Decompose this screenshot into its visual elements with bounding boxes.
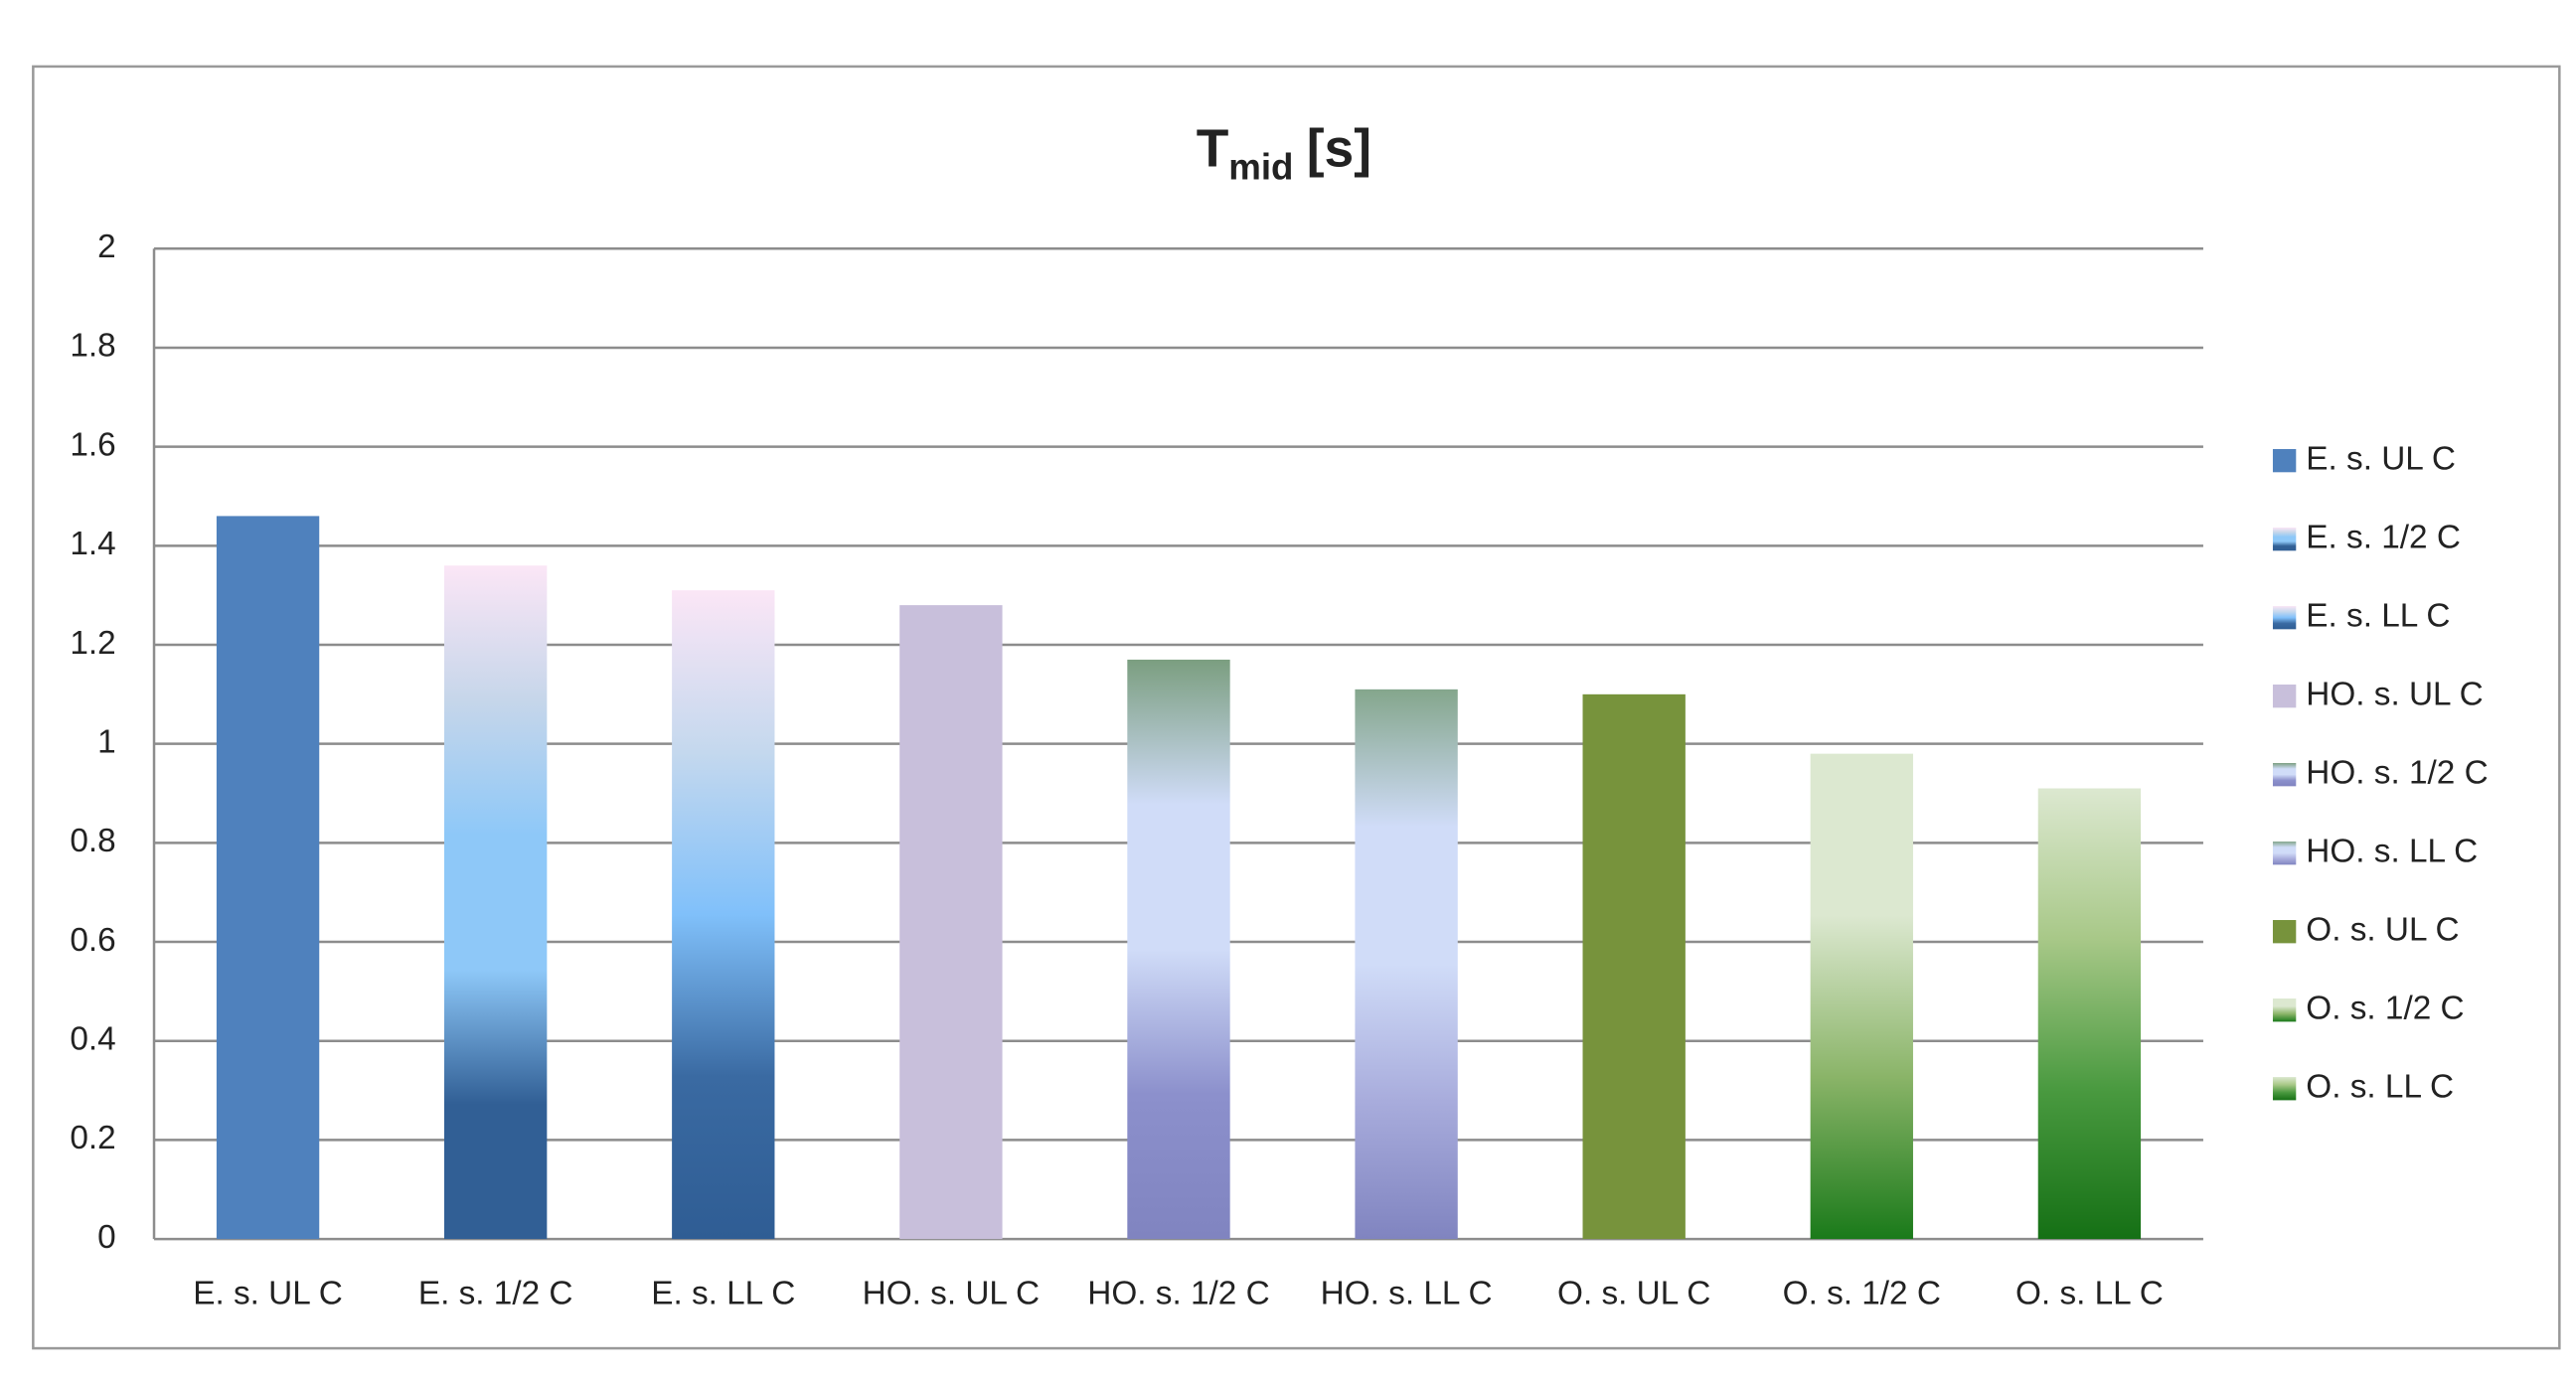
chart-title: Tmid [s] [1197, 120, 1371, 187]
bar [444, 565, 548, 1240]
y-tick-label: 0 [97, 1219, 116, 1256]
legend-label: O. s. LL C [2306, 1069, 2454, 1106]
y-tick-label: 1 [97, 723, 116, 760]
chart-frame [32, 65, 2561, 1350]
y-tick-label: 0.6 [70, 922, 115, 959]
legend-label: E. s. 1/2 C [2306, 519, 2461, 555]
legend-swatch [2272, 448, 2297, 473]
x-tick-label: O. s. 1/2 C [1783, 1276, 1941, 1312]
legend-swatch [2272, 842, 2297, 865]
bar [1127, 659, 1230, 1240]
legend-swatch [2272, 527, 2297, 551]
title-subscript: mid [1228, 146, 1293, 187]
x-tick-label: HO. s. 1/2 C [1087, 1276, 1269, 1312]
bar [672, 590, 775, 1240]
x-tick-label: E. s. UL C [193, 1276, 343, 1312]
y-tick-label: 1.2 [70, 625, 115, 662]
legend-label: E. s. UL C [2306, 440, 2456, 477]
bar [899, 605, 1003, 1240]
x-tick-label: O. s. LL C [2015, 1276, 2164, 1312]
x-tick-label: HO. s. UL C [863, 1276, 1040, 1312]
legend-label: HO. s. UL C [2306, 676, 2483, 712]
x-tick-label: O. s. UL C [1557, 1276, 1710, 1312]
y-tick-label: 1.4 [70, 526, 115, 562]
y-tick-label: 1.6 [70, 426, 115, 463]
title-main: T [1197, 120, 1229, 179]
legend-swatch [2272, 684, 2297, 708]
legend-label: HO. s. LL C [2306, 833, 2478, 869]
bar [216, 516, 320, 1240]
y-tick-label: 0.4 [70, 1021, 115, 1058]
y-tick-label: 0.2 [70, 1120, 115, 1156]
legend-swatch [2272, 605, 2297, 630]
legend-swatch [2272, 763, 2297, 787]
legend-label: E. s. LL C [2306, 597, 2450, 634]
bar [1355, 689, 1458, 1240]
legend-swatch [2272, 998, 2297, 1022]
legend-label: HO. s. 1/2 C [2306, 754, 2488, 791]
legend-label: O. s. UL C [2306, 911, 2459, 948]
x-tick-label: HO. s. LL C [1321, 1276, 1493, 1312]
legend-swatch [2272, 920, 2297, 944]
legend-swatch [2272, 1077, 2297, 1101]
y-tick-label: 2 [97, 229, 116, 265]
bar [1810, 753, 1913, 1240]
bar [1582, 693, 1686, 1240]
y-tick-label: 0.8 [70, 823, 115, 859]
title-suffix: [s] [1307, 120, 1371, 179]
legend-label: O. s. 1/2 C [2306, 991, 2464, 1027]
x-tick-label: E. s. LL C [651, 1276, 795, 1312]
x-tick-label: E. s. 1/2 C [418, 1276, 573, 1312]
bar [2037, 788, 2142, 1240]
y-tick-label: 1.8 [70, 328, 115, 365]
